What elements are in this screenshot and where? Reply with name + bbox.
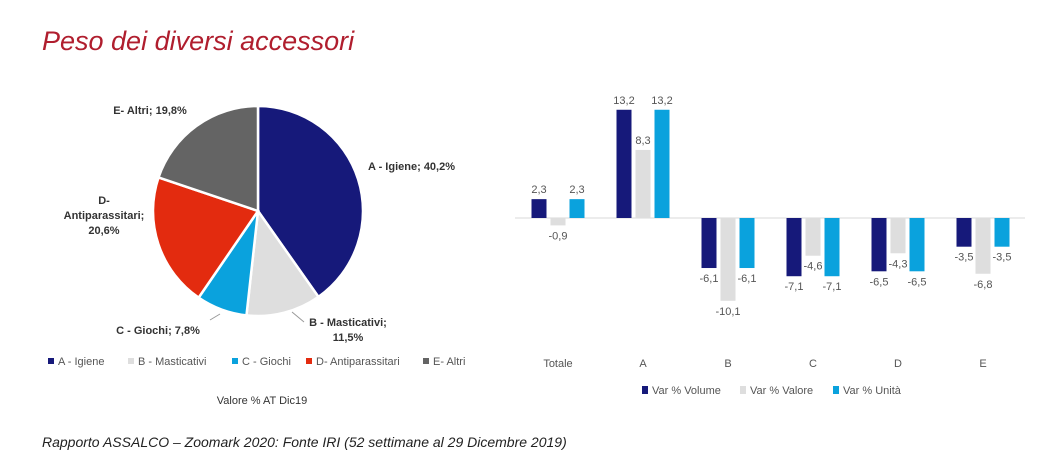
bar-category-label: C	[809, 358, 817, 370]
pie-legend-label: E- Altri	[433, 356, 465, 368]
bar-data-label: -6,5	[908, 276, 927, 288]
bar-b-2	[739, 218, 755, 269]
pie-legend-label: C - Giochi	[242, 356, 291, 368]
pie-data-label: D-Antiparassitari; 20,6%	[64, 195, 145, 237]
bar-b-1	[720, 218, 736, 301]
pie-data-label: E- Altri; 19,8%	[113, 105, 187, 117]
bar-e-0	[956, 218, 972, 247]
pie-legend-label: A - Igiene	[58, 356, 104, 368]
bar-data-label: 2,3	[569, 184, 584, 196]
bar-data-label: -6,1	[738, 273, 757, 285]
bar-data-label: -0,9	[549, 230, 568, 242]
bar-data-label: -3,5	[993, 252, 1012, 264]
bar-a-2	[654, 109, 670, 218]
pie-legend-swatch	[48, 358, 54, 364]
bar-a-0	[616, 109, 632, 218]
pie-legend-label: D- Antiparassitari	[316, 356, 400, 368]
bar-e-2	[994, 218, 1010, 247]
pie-data-label: A - Igiene; 40,2%	[368, 161, 455, 173]
bar-data-label: -4,6	[804, 261, 823, 273]
bar-data-label: -7,1	[823, 281, 842, 293]
pie-leader-line	[209, 313, 221, 321]
pie-legend-label: B - Masticativi	[138, 356, 206, 368]
pie-slice-1	[245, 207, 321, 318]
bar-c-2	[824, 218, 840, 277]
bar-data-label: 13,2	[613, 95, 634, 107]
pie-chart: A - Igiene; 40,2% B - Masticativi; 11,5% C …	[48, 104, 465, 407]
bar-data-label: -6,8	[974, 279, 993, 291]
bar-category-label: A	[639, 358, 647, 370]
bar-data-label: 8,3	[635, 135, 650, 147]
bar-legend-swatch	[642, 386, 648, 394]
bar-totale-1	[550, 218, 566, 226]
pie-caption: Valore % AT Dic19	[217, 395, 308, 407]
bar-totale-2	[569, 199, 585, 218]
bar-category-label: B	[724, 358, 731, 370]
bar-data-label: 2,3	[531, 184, 546, 196]
bar-category-label: E	[979, 358, 986, 370]
pie-data-label: B - Masticativi; 11,5%	[309, 317, 387, 344]
bar-e-1	[975, 218, 991, 274]
bar-data-label: -6,1	[700, 273, 719, 285]
bar-legend-label: Var % Valore	[750, 385, 813, 397]
bar-c-1	[805, 218, 821, 256]
bar-d-0	[871, 218, 887, 272]
bar-category-label: D	[894, 358, 902, 370]
bar-legend-swatch	[833, 386, 839, 394]
source-footer: Rapporto ASSALCO – Zoomark 2020: Fonte I…	[42, 434, 567, 450]
bar-chart: 2,3 -0,9 2,3 Totale 13,2 8,3 13,2 A -6,1 -10,1 -6,…	[515, 95, 1025, 397]
bar-d-2	[909, 218, 925, 272]
bar-data-label: 13,2	[651, 95, 672, 107]
bar-legend-swatch	[740, 386, 746, 394]
pie-legend-swatch	[423, 358, 429, 364]
bar-d-1	[890, 218, 906, 254]
bar-a-1	[635, 149, 651, 218]
bar-category-label: Totale	[543, 358, 572, 370]
bar-data-label: -7,1	[785, 281, 804, 293]
pie-slice-3	[151, 175, 260, 300]
pie-legend-swatch	[232, 358, 238, 364]
bar-legend-label: Var % Volume	[652, 385, 721, 397]
pie-data-label: C - Giochi; 7,8%	[116, 325, 200, 337]
bar-legend-label: Var % Unità	[843, 385, 902, 397]
bar-totale-0	[531, 199, 547, 218]
bar-c-0	[786, 218, 802, 277]
pie-slice-4	[156, 104, 260, 213]
pie-slice-0	[256, 104, 365, 299]
page-title: Peso dei diversi accessori	[42, 26, 355, 56]
pie-legend-swatch	[306, 358, 312, 364]
bar-b-0	[701, 218, 717, 269]
bar-data-label: -6,5	[870, 276, 889, 288]
bar-data-label: -4,3	[889, 258, 908, 270]
bar-data-label: -10,1	[715, 306, 740, 318]
pie-leader-line	[291, 311, 305, 323]
pie-legend-swatch	[128, 358, 134, 364]
bar-data-label: -3,5	[955, 252, 974, 264]
